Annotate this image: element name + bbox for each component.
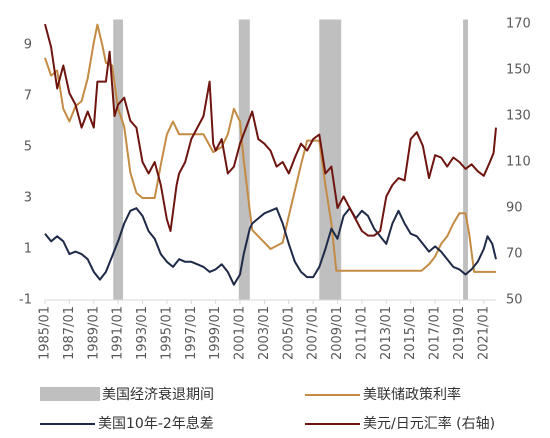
- x-tick-label: 2015/01: [403, 306, 418, 360]
- x-tick-label: 2003/01: [257, 306, 272, 360]
- recession-band: [113, 19, 124, 300]
- x-tick-label: 2013/01: [379, 306, 394, 360]
- x-tick-label: 2001/01: [233, 306, 248, 360]
- x-tick-label: 2007/01: [306, 306, 321, 360]
- y-tick-label: 9: [24, 38, 32, 53]
- y2-tick-label: 110: [506, 155, 531, 170]
- x-tick-label: 1989/01: [86, 306, 101, 360]
- legend-label: 美国10年-2年息差: [98, 415, 214, 432]
- x-tick-label: 2005/01: [281, 306, 296, 360]
- y2-tick-label: 150: [506, 63, 531, 78]
- legend-swatch: [40, 387, 100, 401]
- y-tick-label: 3: [24, 191, 32, 206]
- legend-label: 美联储政策利率: [363, 386, 461, 403]
- x-tick-label: 2009/01: [330, 306, 345, 360]
- x-tick-label: 1985/01: [38, 306, 53, 360]
- series-line: [44, 23, 496, 273]
- plot-area: -1 1 3 5 7 9 50 70 90 110 130 150 170 1985/01 1987/01 1…: [19, 17, 531, 360]
- x-tick-label: 1987/01: [62, 306, 77, 360]
- legend-label: 美国经济衰退期间: [102, 386, 214, 403]
- x-tick-label: 2011/01: [354, 306, 369, 360]
- y2-tick-label: 70: [506, 247, 523, 262]
- x-tick-label: 1991/01: [111, 306, 126, 360]
- recession-band: [463, 19, 468, 300]
- y2-tick-label: 50: [506, 293, 523, 308]
- y2-tick-label: 90: [506, 201, 523, 216]
- x-tick-label: 1995/01: [159, 306, 174, 360]
- y-tick-label: 5: [24, 140, 32, 155]
- y-tick-label: 1: [24, 242, 32, 257]
- x-tick-label: 2021/01: [476, 306, 491, 360]
- y2-tick-label: 170: [506, 17, 531, 32]
- x-tick-label: 2019/01: [452, 306, 467, 360]
- series-line: [44, 23, 497, 237]
- x-tick-label: 1993/01: [135, 306, 150, 360]
- recession-band: [319, 19, 342, 300]
- y2-tick-label: 130: [506, 109, 531, 124]
- legend-label: 美元/日元汇率 (右轴): [363, 415, 495, 432]
- y-tick-label: -1: [19, 293, 32, 308]
- y-tick-label: 7: [24, 89, 32, 104]
- x-tick-label: 2017/01: [428, 306, 443, 360]
- series-line: [44, 207, 497, 286]
- x-tick-label: 1997/01: [184, 306, 199, 360]
- x-tick-label: 1999/01: [208, 306, 223, 360]
